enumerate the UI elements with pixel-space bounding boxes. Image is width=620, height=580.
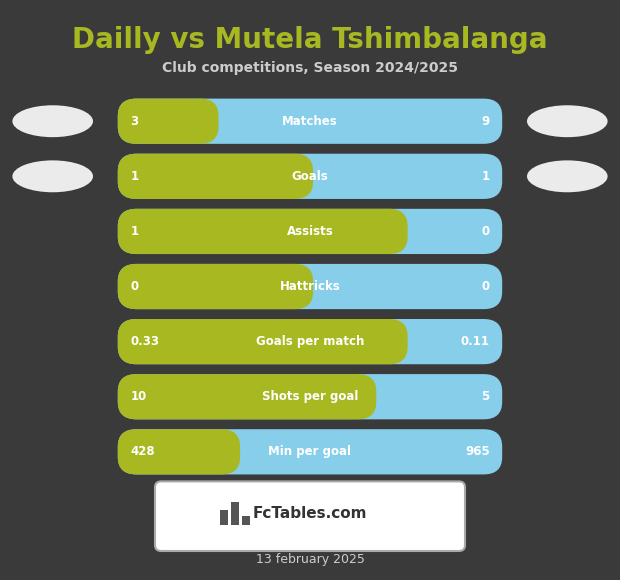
FancyBboxPatch shape [118, 99, 502, 144]
Ellipse shape [527, 106, 608, 137]
Text: 5: 5 [482, 390, 490, 403]
FancyBboxPatch shape [118, 99, 219, 144]
FancyBboxPatch shape [231, 502, 239, 525]
FancyBboxPatch shape [220, 510, 228, 525]
Text: Min per goal: Min per goal [268, 445, 352, 458]
Text: Goals per match: Goals per match [256, 335, 364, 348]
Text: 0.33: 0.33 [130, 335, 159, 348]
Text: 965: 965 [465, 445, 490, 458]
FancyBboxPatch shape [118, 154, 313, 199]
FancyBboxPatch shape [118, 429, 240, 474]
Text: Goals: Goals [291, 170, 329, 183]
Text: 1: 1 [130, 170, 138, 183]
FancyBboxPatch shape [118, 374, 502, 419]
FancyBboxPatch shape [242, 516, 250, 525]
Text: 9: 9 [482, 115, 490, 128]
FancyBboxPatch shape [118, 429, 502, 474]
Text: 3: 3 [130, 115, 138, 128]
Text: Dailly vs Mutela Tshimbalanga: Dailly vs Mutela Tshimbalanga [73, 26, 547, 54]
Text: Assists: Assists [286, 225, 334, 238]
FancyBboxPatch shape [118, 264, 502, 309]
Text: 0: 0 [130, 280, 138, 293]
FancyBboxPatch shape [118, 374, 376, 419]
FancyBboxPatch shape [118, 209, 502, 254]
FancyBboxPatch shape [118, 154, 502, 199]
FancyBboxPatch shape [118, 319, 408, 364]
Ellipse shape [12, 161, 93, 193]
Text: 10: 10 [130, 390, 146, 403]
Ellipse shape [527, 161, 608, 193]
Text: 1: 1 [482, 170, 490, 183]
Text: FcTables.com: FcTables.com [253, 506, 367, 521]
Text: 0.11: 0.11 [461, 335, 490, 348]
Text: 13 february 2025: 13 february 2025 [255, 553, 365, 566]
FancyBboxPatch shape [118, 209, 408, 254]
Text: Matches: Matches [282, 115, 338, 128]
Text: Club competitions, Season 2024/2025: Club competitions, Season 2024/2025 [162, 61, 458, 75]
FancyBboxPatch shape [155, 481, 465, 551]
Text: 1: 1 [130, 225, 138, 238]
Text: Shots per goal: Shots per goal [262, 390, 358, 403]
Text: 428: 428 [130, 445, 155, 458]
Text: 0: 0 [482, 225, 490, 238]
Ellipse shape [12, 106, 93, 137]
Text: Hattricks: Hattricks [280, 280, 340, 293]
FancyBboxPatch shape [118, 319, 502, 364]
FancyBboxPatch shape [118, 264, 313, 309]
Text: 0: 0 [482, 280, 490, 293]
